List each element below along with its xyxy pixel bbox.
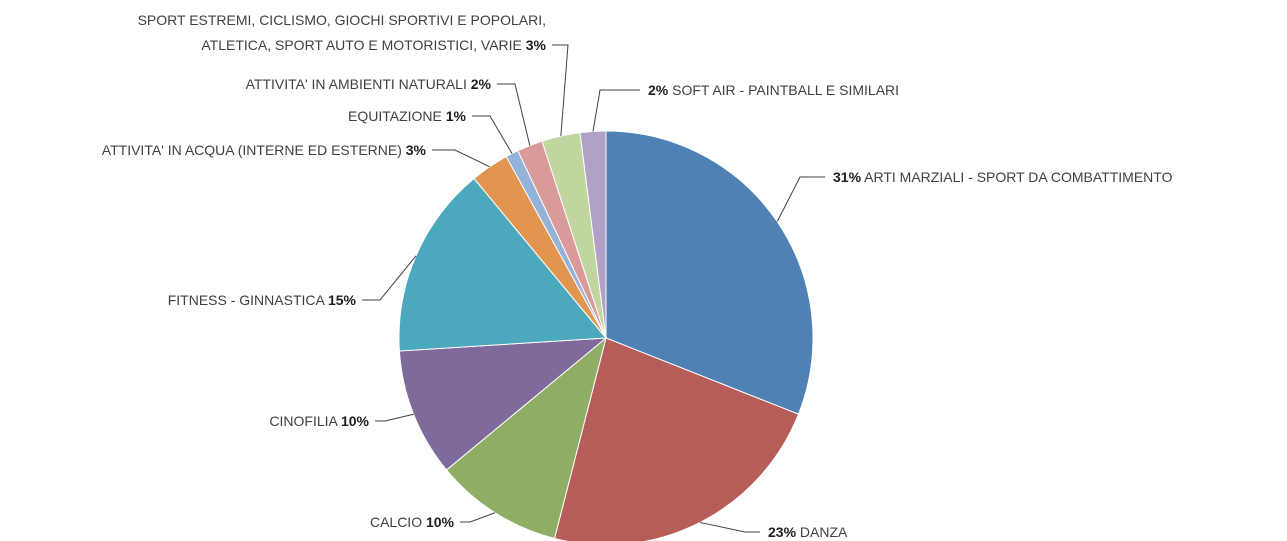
percent-label: 23%	[768, 524, 797, 540]
category-label: FITNESS - GINNASTICA	[167, 292, 325, 308]
percent-label: 1%	[445, 108, 466, 124]
pie-slice	[445, 336, 607, 540]
leader-line	[699, 521, 760, 533]
data-label: 2% SOFT AIR - PAINTBALL E SIMILARI	[648, 81, 899, 99]
category-label: ARTI MARZIALI - SPORT DA COMBATTIMENTO	[864, 169, 1173, 185]
pie-slice	[398, 337, 608, 471]
category-label: ATTIVITA' IN ACQUA (INTERNE ED ESTERNE)	[101, 142, 402, 158]
leader-line	[592, 89, 640, 132]
pie-slice	[553, 337, 800, 541]
category-label: ATTIVITA' IN AMBIENTI NATURALI	[245, 76, 467, 92]
percent-label: 2%	[470, 76, 491, 92]
percent-label: 2%	[648, 82, 669, 98]
percent-label: 10%	[340, 413, 369, 429]
data-label: SPORT ESTREMI, CICLISMO, GIOCHI SPORTIVI…	[138, 8, 546, 58]
percent-label: 31%	[833, 169, 862, 185]
data-label: 31% ARTI MARZIALI - SPORT DA COMBATTIMEN…	[833, 168, 1172, 186]
leader-line	[362, 255, 417, 301]
category-label: EQUITAZIONE	[348, 108, 442, 124]
leader-line	[497, 83, 531, 146]
data-label: ATTIVITA' IN ACQUA (INTERNE ED ESTERNE) …	[102, 141, 426, 159]
data-label: FITNESS - GINNASTICA 15%	[168, 291, 356, 309]
category-label: CALCIO	[369, 514, 423, 530]
leader-line	[432, 149, 490, 168]
leader-line	[472, 115, 513, 154]
data-label: CINOFILIA 10%	[269, 412, 369, 430]
data-label: CALCIO 10%	[370, 513, 454, 531]
percent-label: 15%	[327, 292, 356, 308]
leader-line	[552, 44, 569, 137]
category-label: DANZA	[799, 524, 848, 540]
data-label: 23% DANZA	[768, 523, 847, 541]
leader-line	[375, 413, 414, 422]
category-label: SOFT AIR - PAINTBALL E SIMILARI	[672, 82, 900, 98]
leader-line	[460, 512, 496, 523]
category-label: SPORT ESTREMI, CICLISMO, GIOCHI SPORTIVI…	[137, 11, 546, 53]
data-label: ATTIVITA' IN AMBIENTI NATURALI 2%	[246, 75, 491, 93]
data-label: EQUITAZIONE 1%	[348, 107, 466, 125]
pie-slice	[398, 177, 608, 352]
percent-label: 3%	[405, 142, 426, 158]
percent-label: 3%	[525, 36, 546, 53]
category-label: CINOFILIA	[269, 413, 338, 429]
percent-label: 10%	[425, 514, 454, 530]
leader-line	[776, 176, 825, 222]
